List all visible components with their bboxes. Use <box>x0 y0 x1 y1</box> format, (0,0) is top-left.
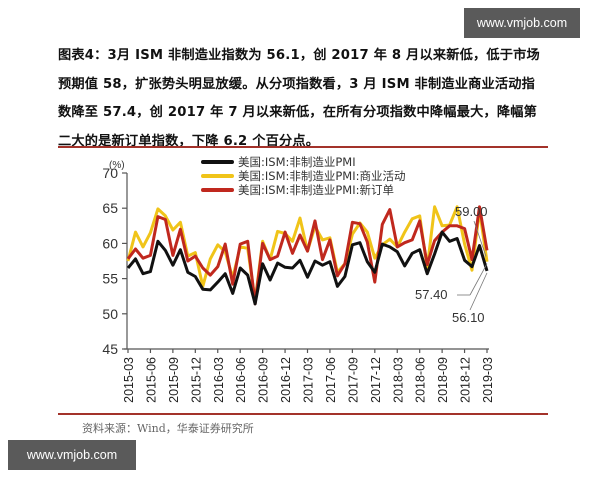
legend-label: 美国:ISM:非制造业PMI <box>238 155 356 169</box>
x-tick-label: 2016-03 <box>212 357 226 403</box>
x-tick-label: 2015-03 <box>122 357 136 403</box>
x-tick-label: 2016-06 <box>234 357 248 403</box>
x-tick-label: 2019-03 <box>481 357 495 403</box>
figure-caption: 图表4：3月 ISM 非制造业指数为 56.1，创 2017 年 8 月以来新低… <box>58 48 540 149</box>
chart-legend: 美国:ISM:非制造业PMI美国:ISM:非制造业PMI:商业活动美国:ISM:… <box>201 155 405 197</box>
x-tick-label: 2018-09 <box>436 357 450 403</box>
x-tick-label: 2015-06 <box>144 357 158 403</box>
x-tick-label: 2018-12 <box>459 357 473 403</box>
annotation-business-activity: 57.40 <box>415 287 448 302</box>
y-tick-label: 50 <box>102 306 118 322</box>
x-tick-label: 2017-03 <box>302 357 316 403</box>
chart-series <box>126 205 489 306</box>
x-tick-label: 2017-12 <box>369 357 383 403</box>
x-tick-label: 2015-12 <box>189 357 203 403</box>
y-tick-label: 65 <box>102 200 118 216</box>
chart-axes: 45 50 55 60 65 70(%) 2015-03 2015-06 2015-09 2015… <box>102 160 495 403</box>
legend-label: 美国:ISM:非制造业PMI:新订单 <box>238 183 394 197</box>
y-tick-label: 45 <box>102 341 118 357</box>
x-tick-label: 2016-09 <box>257 357 271 403</box>
x-tick-label: 2016-12 <box>279 357 293 403</box>
watermark-top: www.vmjob.com <box>464 8 580 38</box>
series-line-0 <box>126 230 489 306</box>
y-tick-label: 60 <box>102 235 118 251</box>
y-tick-label: 55 <box>102 271 118 287</box>
x-tick-label: 2017-06 <box>324 357 338 403</box>
y-unit-label: (%) <box>109 160 125 171</box>
annotation-pmi: 56.10 <box>452 310 485 325</box>
x-tick-label: 2017-09 <box>346 357 360 403</box>
source-note: 资料来源：Wind，华泰证券研究所 <box>82 422 254 435</box>
annotation-new-orders: 59.00 <box>455 204 488 219</box>
x-tick-label: 2018-03 <box>391 357 405 403</box>
source-divider <box>58 413 548 415</box>
y-tick-label: 70 <box>102 165 118 181</box>
x-tick-label: 2018-06 <box>414 357 428 403</box>
series-line-2 <box>126 205 489 306</box>
caption-divider <box>58 146 548 148</box>
chart-annotations: 59.00 57.40 56.10 <box>415 204 488 325</box>
x-tick-label: 2015-09 <box>167 357 181 403</box>
watermark-bottom: www.vmjob.com <box>8 440 136 470</box>
legend-label: 美国:ISM:非制造业PMI:商业活动 <box>238 169 405 183</box>
